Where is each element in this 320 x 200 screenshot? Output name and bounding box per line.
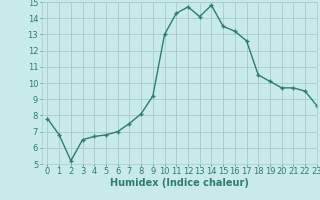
- X-axis label: Humidex (Indice chaleur): Humidex (Indice chaleur): [110, 178, 249, 188]
